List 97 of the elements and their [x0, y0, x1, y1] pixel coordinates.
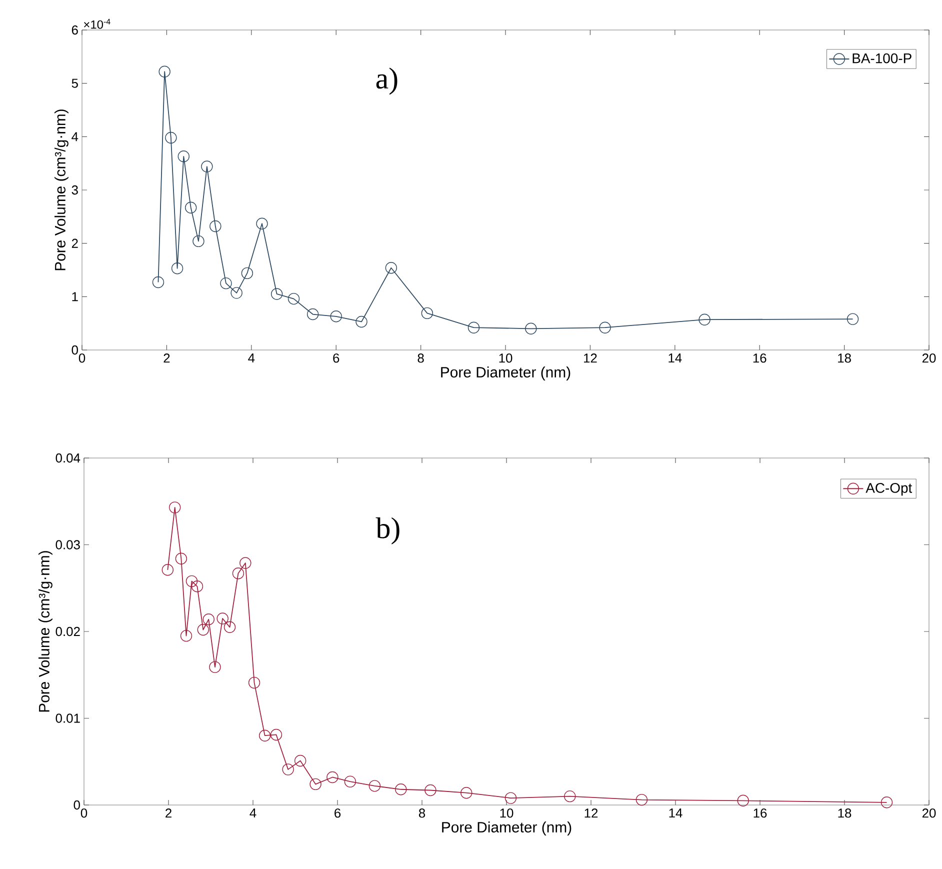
point [460, 787, 472, 799]
point [504, 792, 517, 804]
point [171, 262, 184, 274]
point [209, 661, 221, 673]
point [310, 778, 322, 790]
point [258, 730, 271, 742]
point [356, 316, 368, 328]
y-tick-label: 0.03 [56, 540, 80, 550]
x-tick-label: 10 [500, 808, 514, 818]
annotation: b) [376, 517, 400, 544]
x-tick-label: 4 [248, 354, 255, 362]
point [306, 308, 319, 320]
point [282, 764, 294, 776]
x-tick-label: 6 [333, 354, 340, 363]
point [152, 276, 164, 288]
point [288, 292, 300, 305]
point [158, 66, 170, 78]
x-tick-label: 14 [669, 808, 682, 818]
y-tick-label: 4 [72, 132, 78, 142]
y-axis-title: Pore Volume (cm³/g·nm) [38, 551, 52, 712]
point [248, 676, 260, 689]
annotation: a) [376, 68, 398, 95]
x-tick-label: 12 [584, 808, 598, 818]
point [385, 262, 398, 274]
x-tick-label: 16 [753, 354, 766, 363]
y-tick-label: 0.01 [56, 714, 80, 723]
point [564, 790, 576, 802]
x-tick-label: 2 [166, 808, 172, 818]
point [168, 502, 181, 514]
point [330, 310, 342, 322]
point [210, 220, 222, 232]
point [192, 235, 204, 248]
point [270, 728, 282, 741]
x-axis-title: Pore Diameter (nm) [441, 366, 570, 380]
text: ×10$^{-4}$ [84, 18, 110, 29]
point [180, 630, 192, 642]
y-tick-label: 0 [74, 800, 80, 810]
x-tick-label: 12 [584, 354, 597, 363]
point [191, 580, 204, 592]
point [368, 780, 381, 792]
point [344, 776, 356, 788]
point [224, 621, 236, 634]
point [636, 794, 648, 806]
point [197, 624, 209, 636]
point [165, 132, 177, 144]
y-tick-label: 0 [72, 345, 78, 355]
point [162, 564, 174, 576]
point [326, 771, 338, 784]
x-tick-label: 0 [80, 808, 88, 818]
x-tick-label: 16 [754, 808, 767, 818]
x-tick-label: 20 [922, 808, 936, 818]
point [525, 322, 537, 335]
y-tick-label: 0.02 [56, 626, 80, 636]
x-tick-label: 6 [334, 808, 341, 818]
point [232, 568, 244, 580]
point [216, 612, 228, 624]
point [220, 277, 232, 290]
point [201, 160, 213, 172]
x-tick-label: 20 [922, 354, 936, 363]
x-tick-label: 8 [418, 354, 424, 363]
point [421, 307, 434, 320]
point [240, 557, 252, 569]
x-tick-label: 8 [418, 808, 426, 818]
y-tick-label: 5 [72, 78, 78, 88]
x-tick-label: 14 [668, 354, 682, 362]
point [178, 150, 190, 162]
x-tick-label: 2 [164, 354, 170, 363]
point [468, 322, 480, 334]
x-tick-label: 4 [250, 808, 256, 818]
y-axis-title: Pore Volume (cm³/g·nm) [54, 110, 68, 270]
y-tick-label: 3 [72, 185, 78, 195]
point [175, 552, 188, 564]
x-axis-title: Pore Diameter (nm) [442, 822, 572, 836]
point [241, 267, 254, 280]
point [599, 322, 611, 334]
legend-label: AC-Opt [866, 483, 912, 496]
point [186, 575, 198, 588]
point [256, 218, 268, 230]
y-tick-label: 0.04 [56, 453, 80, 463]
point [202, 614, 214, 626]
x-tick-label: 18 [838, 808, 852, 818]
x-tick-label: 10 [499, 354, 512, 363]
legend-label: BA-100-P [852, 53, 912, 64]
point [395, 784, 407, 796]
point [698, 314, 710, 326]
y-tick-label: 6 [72, 25, 78, 35]
point [737, 794, 749, 807]
y-tick-label: 2 [72, 238, 78, 248]
y-tick-label: 1 [72, 292, 78, 302]
point [230, 287, 242, 299]
x-tick-label: 18 [838, 354, 851, 363]
point [294, 754, 306, 767]
point [270, 288, 283, 300]
point [846, 313, 859, 325]
point [424, 784, 436, 796]
point [880, 796, 893, 808]
point [184, 202, 197, 214]
